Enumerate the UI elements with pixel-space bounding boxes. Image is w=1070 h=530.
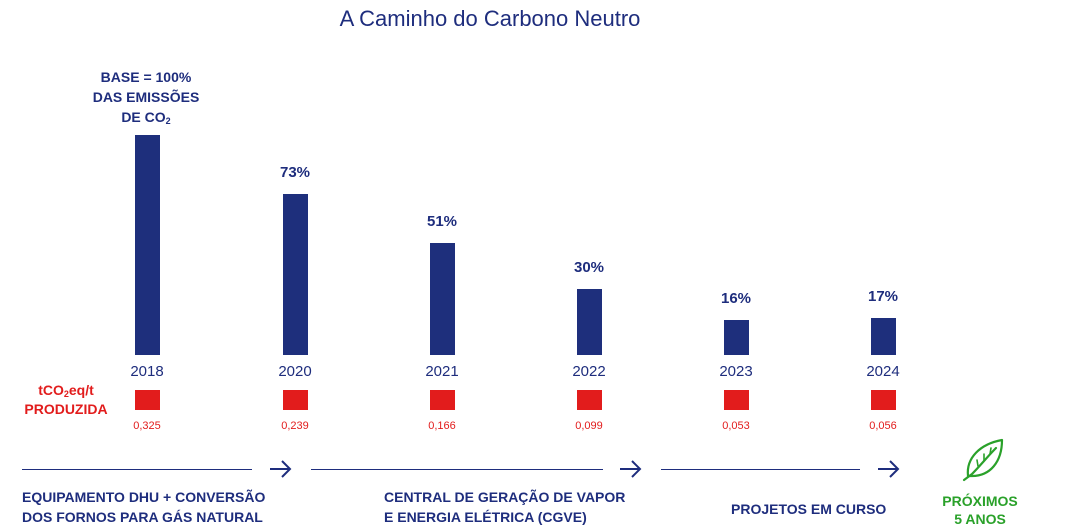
base-label-line2: DAS EMISSÕES <box>92 89 200 105</box>
timeline-line-1 <box>22 469 252 470</box>
timeline-line-2 <box>311 469 603 470</box>
next-line2: 5 ANOS <box>954 511 1006 527</box>
intensity-marker-2021 <box>429 390 455 410</box>
phase-3-line1: PROJETOS EM CURSO <box>731 501 887 517</box>
arrow-right-icon <box>270 460 292 478</box>
base-label-line3: DE CO2 <box>72 107 220 127</box>
arrow-right-icon <box>878 460 900 478</box>
arrow-right-icon <box>620 460 642 478</box>
leaf-icon <box>962 438 1004 482</box>
year-label-2024: 2024 <box>866 363 900 380</box>
next-years-label: PRÓXIMOS 5 ANOS <box>930 492 1030 528</box>
phase-3-label: PROJETOS EM CURSO <box>731 499 886 519</box>
base-label-co: DE CO <box>121 109 166 125</box>
timeline-line-3 <box>661 469 860 470</box>
bar-2024 <box>870 317 896 355</box>
bar-label-2020: 73% <box>279 164 311 182</box>
intensity-value-2023: 0,053 <box>722 420 750 432</box>
phase-2-line2: E ENERGIA ELÉTRICA (CGVE) <box>384 509 587 525</box>
phase-1-line1: EQUIPAMENTO DHU + CONVERSÃO <box>22 489 266 505</box>
bar-2020 <box>282 194 308 355</box>
base-label-subscript: 2 <box>165 116 171 126</box>
year-label-2021: 2021 <box>425 363 459 380</box>
metric-label-line2: PRODUZIDA <box>24 401 108 417</box>
intensity-value-2022: 0,099 <box>575 420 603 432</box>
bar-2018 <box>134 135 160 355</box>
year-label-2023: 2023 <box>719 363 753 380</box>
base-label-line1: BASE = 100% <box>100 69 192 85</box>
bar-2021 <box>429 242 455 355</box>
intensity-value-2020: 0,239 <box>281 420 309 432</box>
bar-label-2024: 17% <box>867 287 899 305</box>
intensity-value-2018: 0,325 <box>133 420 161 432</box>
bar-2022 <box>576 289 602 355</box>
phase-1-line2: DOS FORNOS PARA GÁS NATURAL <box>22 509 263 525</box>
intensity-marker-2023 <box>723 390 749 410</box>
metric-prefix: tCO <box>38 382 64 398</box>
metric-label: tCO2eq/t PRODUZIDA <box>6 381 126 419</box>
base-label: BASE = 100% DAS EMISSÕES DE CO2 <box>72 67 220 127</box>
bar-label-2021: 51% <box>426 212 458 230</box>
intensity-marker-2022 <box>576 390 602 410</box>
year-label-2022: 2022 <box>572 363 606 380</box>
bar-2023 <box>723 319 749 355</box>
next-line1: PRÓXIMOS <box>942 493 1018 509</box>
bar-label-2023: 16% <box>720 289 752 307</box>
phase-2-line1: CENTRAL DE GERAÇÃO DE VAPOR <box>384 489 626 505</box>
metric-suffix: eq/t <box>68 382 94 398</box>
chart-title: A Caminho do Carbono Neutro <box>339 6 641 31</box>
intensity-marker-2020 <box>282 390 308 410</box>
metric-label-line1: tCO2eq/t <box>6 381 126 400</box>
intensity-marker-2024 <box>870 390 896 410</box>
phase-2-label: CENTRAL DE GERAÇÃO DE VAPOR E ENERGIA EL… <box>384 487 625 527</box>
bar-label-2022: 30% <box>573 259 605 276</box>
phase-1-label: EQUIPAMENTO DHU + CONVERSÃO DOS FORNOS P… <box>22 487 265 527</box>
intensity-marker-2018 <box>134 390 160 410</box>
intensity-value-2021: 0,166 <box>428 420 456 432</box>
metric-subscript: 2 <box>63 389 69 399</box>
intensity-value-2024: 0,056 <box>869 420 897 432</box>
year-label-2020: 2020 <box>278 363 312 380</box>
year-label-2018: 2018 <box>130 363 164 380</box>
